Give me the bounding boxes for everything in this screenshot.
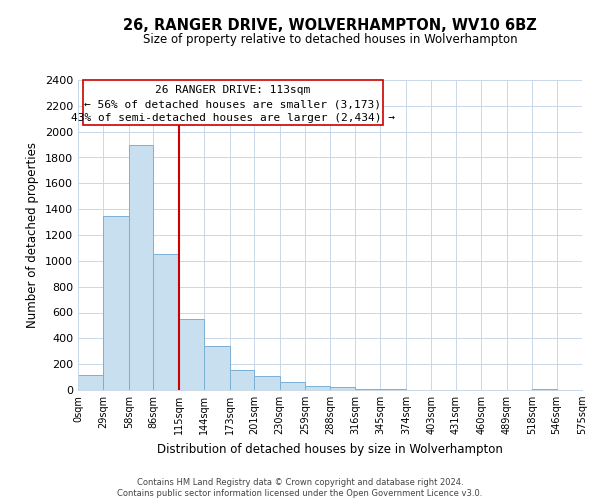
Bar [129, 144, 154, 390]
Bar [154, 254, 179, 390]
Bar [305, 386, 331, 390]
Text: 26, RANGER DRIVE, WOLVERHAMPTON, WV10 6BZ: 26, RANGER DRIVE, WOLVERHAMPTON, WV10 6B… [123, 18, 537, 32]
Text: Contains HM Land Registry data © Crown copyright and database right 2024.
Contai: Contains HM Land Registry data © Crown c… [118, 478, 482, 498]
X-axis label: Distribution of detached houses by size in Wolverhampton: Distribution of detached houses by size … [157, 442, 503, 456]
Text: 43% of semi-detached houses are larger (2,434) →: 43% of semi-detached houses are larger (… [71, 113, 395, 123]
Y-axis label: Number of detached properties: Number of detached properties [26, 142, 40, 328]
Bar [230, 370, 254, 390]
Text: Size of property relative to detached houses in Wolverhampton: Size of property relative to detached ho… [143, 32, 517, 46]
Text: ← 56% of detached houses are smaller (3,173): ← 56% of detached houses are smaller (3,… [85, 100, 382, 110]
Bar [179, 319, 204, 390]
Bar [280, 382, 305, 390]
Bar [78, 374, 103, 390]
Bar [331, 387, 355, 390]
FancyBboxPatch shape [83, 80, 383, 125]
Bar [204, 346, 230, 390]
Bar [103, 216, 129, 390]
Text: 26 RANGER DRIVE: 113sqm: 26 RANGER DRIVE: 113sqm [155, 85, 311, 95]
Bar [254, 376, 280, 390]
